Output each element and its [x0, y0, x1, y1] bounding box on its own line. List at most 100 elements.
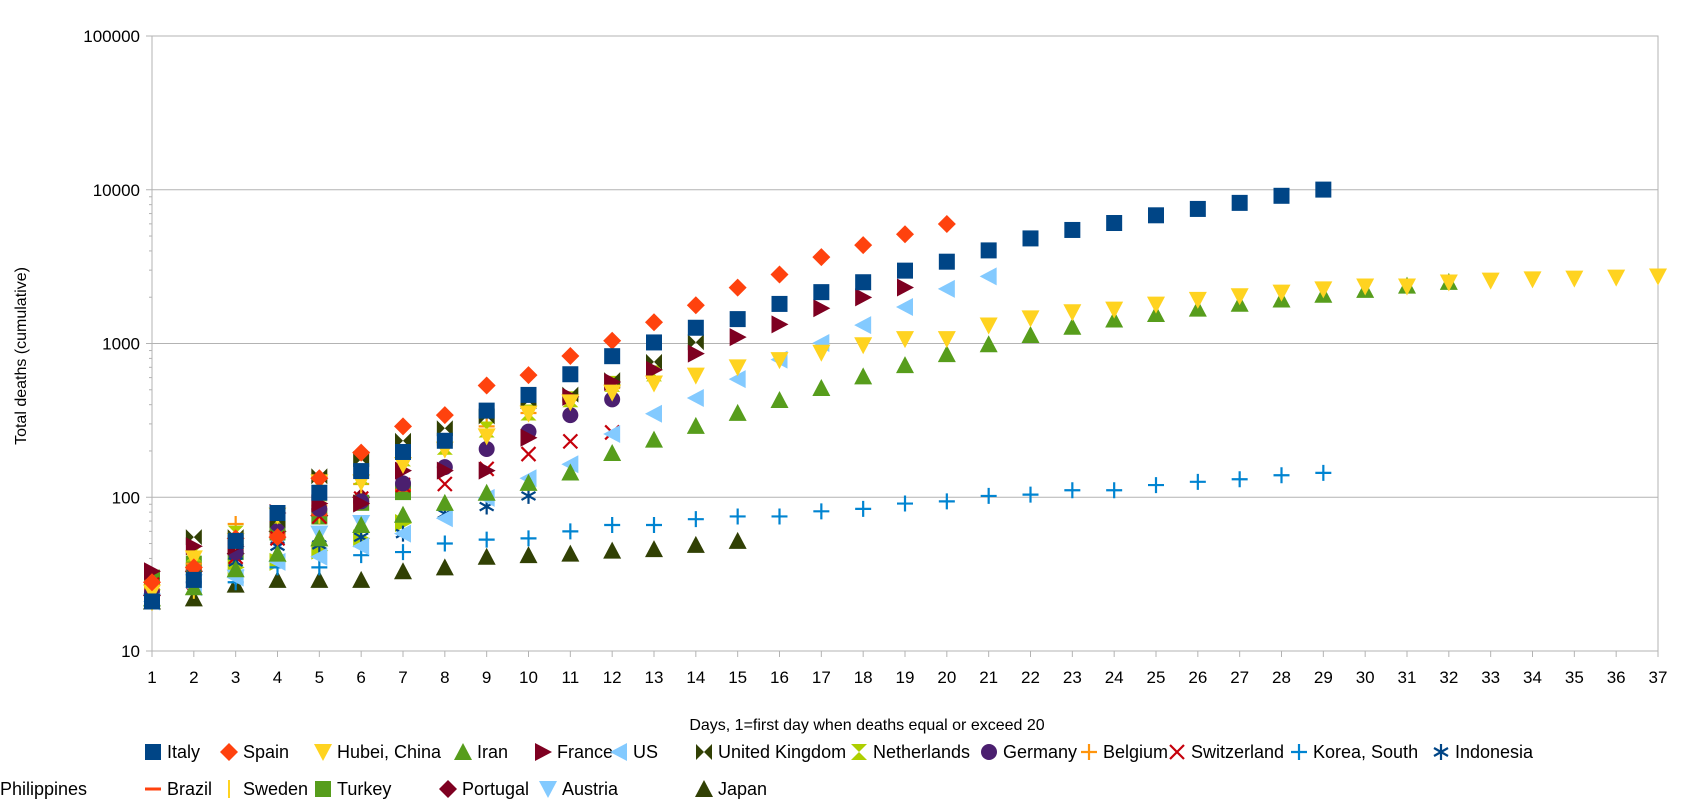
data-point — [729, 328, 747, 347]
series-korea-south — [144, 464, 1332, 607]
data-point — [1315, 464, 1332, 481]
x-tick-label: 6 — [356, 668, 365, 687]
data-point — [1273, 187, 1290, 204]
data-point — [435, 406, 454, 425]
data-point — [477, 428, 496, 446]
data-point — [310, 547, 328, 566]
legend-item-germany: Germany — [981, 742, 1077, 762]
data-point — [645, 313, 663, 332]
legend-marker — [1081, 744, 1097, 760]
data-point — [478, 461, 496, 480]
data-point — [352, 443, 371, 462]
x-tick-label: 7 — [398, 668, 407, 687]
data-point — [1188, 291, 1207, 309]
legend-label: Brazil — [167, 779, 212, 799]
legend-label: United Kingdom — [718, 742, 846, 762]
series-portugal — [143, 488, 371, 605]
data-point — [771, 295, 788, 312]
data-point — [520, 428, 538, 447]
data-point — [854, 337, 873, 355]
data-point — [897, 262, 913, 279]
data-point — [770, 352, 789, 370]
data-point — [143, 584, 161, 602]
data-point — [686, 367, 705, 385]
data-point — [435, 493, 454, 511]
data-point — [896, 331, 914, 349]
data-point — [478, 402, 495, 419]
x-tick-label: 10 — [519, 668, 538, 687]
data-point — [395, 443, 411, 460]
data-point — [771, 508, 788, 525]
x-tick-label: 34 — [1523, 668, 1542, 687]
data-point — [1147, 296, 1165, 314]
y-axis-title: Total deaths (cumulative) — [13, 267, 30, 445]
data-point — [729, 508, 746, 525]
data-point — [1021, 310, 1040, 328]
data-point — [436, 461, 454, 480]
legend-marker — [439, 780, 457, 798]
x-tick-label: 21 — [979, 668, 998, 687]
data-point — [561, 463, 580, 481]
data-point — [728, 278, 747, 297]
data-point — [144, 593, 160, 610]
data-point — [394, 417, 412, 436]
x-tick-label: 23 — [1063, 668, 1082, 687]
legend-marker — [539, 781, 557, 798]
data-point — [979, 335, 998, 353]
data-point — [1022, 230, 1039, 247]
x-tick-label: 11 — [562, 668, 580, 687]
data-point — [1106, 482, 1123, 499]
data-point — [603, 444, 622, 462]
data-point — [353, 494, 371, 513]
data-point — [686, 416, 705, 434]
data-point — [435, 558, 454, 576]
data-point — [980, 242, 997, 259]
data-point — [437, 476, 453, 492]
data-point — [603, 331, 622, 350]
data-point — [352, 537, 370, 556]
x-tick-label: 9 — [482, 668, 491, 687]
data-point — [562, 433, 579, 450]
data-point — [1230, 288, 1249, 306]
legend-item-belgium: Belgium — [1081, 742, 1168, 762]
data-point — [268, 544, 287, 562]
data-point — [1022, 486, 1039, 503]
data-point — [1189, 473, 1206, 490]
legend-marker — [1433, 744, 1449, 760]
legend-item-us: US — [610, 742, 658, 762]
data-point — [435, 509, 453, 528]
legend-item-turkey: Turkey — [315, 779, 391, 799]
data-point — [645, 375, 663, 393]
data-point — [1189, 200, 1206, 217]
x-tick-label: 22 — [1021, 668, 1040, 687]
legend-label: Portugal — [462, 779, 529, 799]
data-point — [980, 487, 997, 504]
legend-item-united-kingdom: United Kingdom — [696, 742, 846, 762]
x-tick-label: 35 — [1565, 668, 1584, 687]
data-point — [646, 516, 662, 533]
legend-marker — [315, 781, 331, 797]
legend-item-netherlands: Netherlands — [851, 742, 970, 762]
data-point — [686, 296, 705, 315]
data-point — [561, 544, 580, 562]
legend-label: Sweden — [243, 779, 308, 799]
data-point — [812, 248, 831, 267]
data-point — [562, 366, 579, 383]
series-germany — [144, 391, 621, 601]
data-point — [854, 316, 872, 335]
legend-label: Switzerland — [1191, 742, 1284, 762]
data-point — [562, 523, 579, 540]
data-point — [854, 236, 873, 255]
data-point — [477, 483, 496, 501]
data-point — [604, 348, 621, 365]
data-point — [394, 562, 412, 580]
legend-label: Belgium — [1103, 742, 1168, 762]
legend-item-hubei-china: Hubei, China — [314, 742, 442, 762]
series-italy — [144, 181, 1332, 610]
data-point — [561, 346, 580, 365]
data-point — [813, 503, 830, 520]
legend-marker — [695, 780, 713, 797]
data-point — [770, 265, 789, 284]
